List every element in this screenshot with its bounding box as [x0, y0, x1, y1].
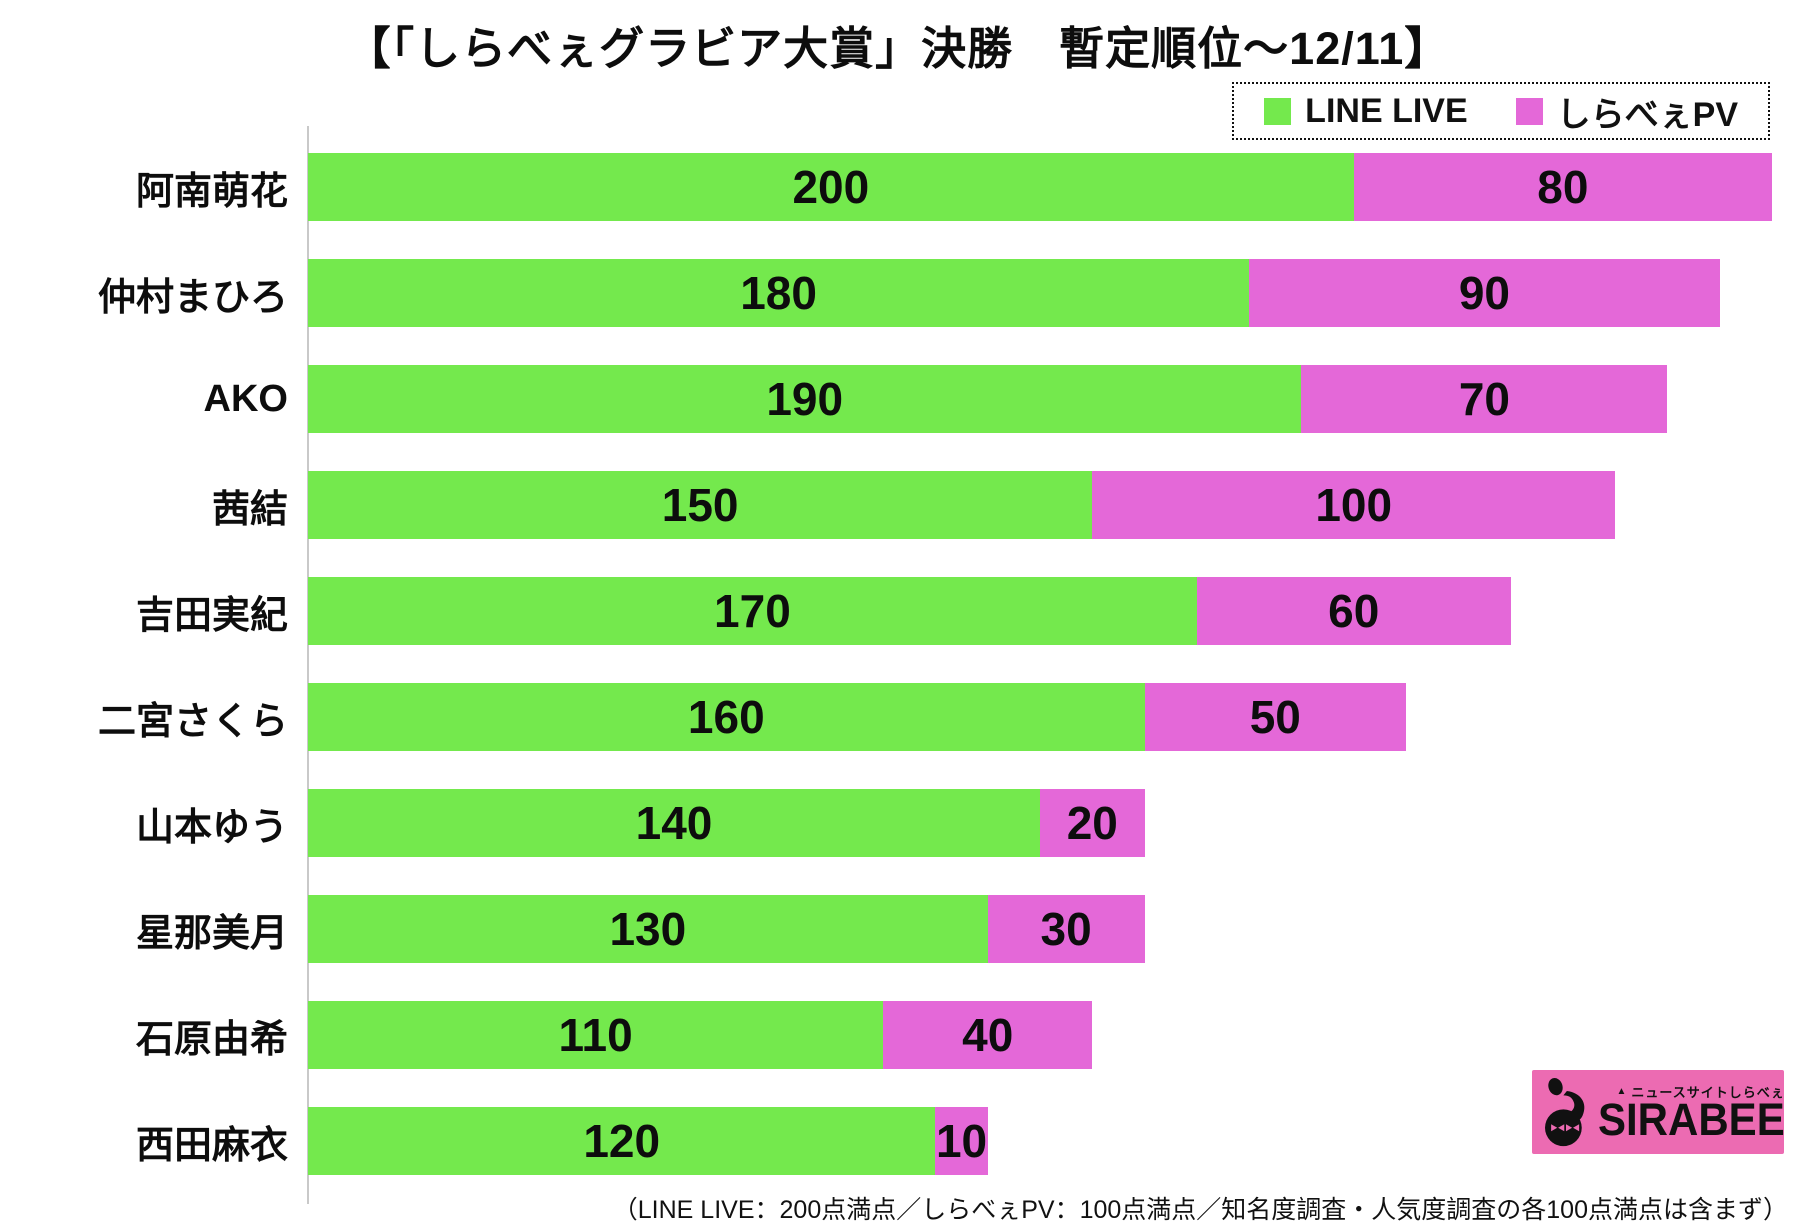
bar-value-label: 200	[792, 161, 870, 213]
bar-row: 石原由希 110 40	[0, 982, 1796, 1088]
bar-segment-shirabee-pv: 20	[1040, 789, 1145, 857]
bar-track: 170 60	[308, 577, 1772, 645]
bar-value-label: 180	[740, 267, 817, 319]
bar-value-label: 130	[609, 903, 687, 955]
bar-value-label: 140	[635, 797, 713, 849]
bar-segment-line-live: 190	[308, 365, 1302, 433]
bar-segment-line-live: 130	[308, 895, 988, 963]
bar-segment-shirabee-pv: 100	[1092, 471, 1616, 539]
category-label: 西田麻衣	[135, 1124, 288, 1167]
bar-value-label: 190	[766, 373, 844, 425]
sirabee-logo: ▲ ニュースサイトしらべぇ SIRABEE	[1532, 1070, 1785, 1154]
bar-value-label: 100	[1315, 479, 1393, 531]
bar-value-label: 10	[935, 1115, 988, 1167]
category-label: 仲村まひろ	[97, 276, 288, 319]
bar-value-label: 150	[661, 479, 739, 531]
bar-segment-shirabee-pv: 30	[987, 895, 1145, 963]
bar-value-label: 80	[1537, 161, 1589, 213]
bar-row: 吉田実紀 170 60	[0, 558, 1796, 664]
bar-value-label: 30	[1040, 903, 1092, 955]
bar-row: 西田麻衣 120 10	[0, 1088, 1796, 1194]
bar-track: 160 50	[308, 683, 1772, 751]
bar-segment-line-live: 140	[308, 789, 1040, 857]
bar-segment-shirabee-pv: 10	[935, 1107, 988, 1175]
bar-value-label: 110	[558, 1009, 633, 1061]
bar-row: 茜結 150 100	[0, 452, 1796, 558]
sirabee-mascot-icon	[1545, 1078, 1585, 1147]
bar-row: 阿南萌花 200 80	[0, 134, 1796, 240]
category-label: 星那美月	[135, 912, 288, 955]
logo-tagline-text: ニュースサイトしらべぇ	[1631, 1084, 1785, 1100]
bar-value-label: 20	[1066, 797, 1118, 849]
bar-value-label: 60	[1328, 585, 1380, 637]
plot-area: 阿南萌花 200 80 仲村まひろ 180 90 AKO 190	[0, 134, 1796, 1194]
bar-row: AKO 190 70	[0, 346, 1796, 452]
bar-segment-line-live: 120	[308, 1107, 936, 1175]
legend-swatch-line-live	[1264, 97, 1292, 125]
legend-label-line-live: LINE LIVE	[1305, 91, 1468, 130]
bar-segment-line-live: 150	[308, 471, 1093, 539]
bar-segment-line-live: 160	[308, 683, 1145, 751]
category-label: 石原由希	[135, 1018, 288, 1061]
bar-track: 140 20	[308, 789, 1772, 857]
bar-row: 山本ゆう 140 20	[0, 770, 1796, 876]
bar-value-label: 40	[962, 1009, 1014, 1061]
logo-tagline: ▲ ニュースサイトしらべぇ	[1616, 1086, 1784, 1099]
bar-segment-shirabee-pv: 60	[1196, 577, 1511, 645]
category-label: 山本ゆう	[135, 806, 288, 849]
bar-value-label: 160	[687, 691, 765, 743]
bar-track: 110 40	[308, 1001, 1772, 1069]
bar-value-label: 70	[1458, 373, 1510, 425]
bar-segment-shirabee-pv: 80	[1353, 153, 1772, 221]
bar-row: 星那美月 130 30	[0, 876, 1796, 982]
bar-value-label: 120	[583, 1115, 661, 1167]
bar-segment-line-live: 200	[308, 153, 1354, 221]
logo-text: ▲ ニュースサイトしらべぇ SIRABEE	[1598, 1086, 1785, 1145]
bar-row: 仲村まひろ 180 90	[0, 240, 1796, 346]
bar-segment-shirabee-pv: 90	[1249, 259, 1720, 327]
bar-segment-shirabee-pv: 70	[1301, 365, 1668, 433]
bar-rows: 阿南萌花 200 80 仲村まひろ 180 90 AKO 190	[0, 134, 1796, 1194]
bar-value-label: 170	[714, 585, 791, 637]
logo-main-text: SIRABEE	[1598, 1093, 1785, 1145]
legend-swatch-shirabee-pv	[1515, 97, 1543, 125]
legend: LINE LIVE しらべぇPV	[1232, 82, 1770, 140]
category-label: 吉田実紀	[135, 594, 288, 637]
bar-track: 190 70	[308, 365, 1772, 433]
y-axis-line	[307, 126, 309, 1204]
chart-title: 【「しらべぇグラビア大賞」決勝 暫定順位～12/11】	[345, 23, 1451, 74]
bar-segment-line-live: 180	[308, 259, 1250, 327]
bar-value-label: 90	[1458, 267, 1510, 319]
bar-track: 150 100	[308, 471, 1772, 539]
legend-label-shirabee-pv: しらべぇPV	[1556, 95, 1738, 134]
bar-value-label: 50	[1249, 691, 1301, 743]
bar-track: 120 10	[308, 1107, 1772, 1175]
footer-note: （LINE LIVE：200点満点／しらべぇPV：100点満点／知名度調査・人気…	[612, 1196, 1788, 1224]
bar-segment-shirabee-pv: 40	[883, 1001, 1093, 1069]
bar-segment-line-live: 110	[308, 1001, 884, 1069]
legend-item-shirabee-pv: しらべぇPV	[1515, 87, 1738, 136]
category-label: 阿南萌花	[135, 170, 288, 213]
logo-triangle-icon: ▲	[1616, 1086, 1628, 1097]
category-label: 二宮さくら	[97, 700, 288, 743]
bar-segment-line-live: 170	[308, 577, 1197, 645]
bar-track: 200 80	[308, 153, 1772, 221]
category-label: 茜結	[211, 488, 288, 531]
legend-item-line-live: LINE LIVE	[1264, 91, 1468, 131]
bar-row: 二宮さくら 160 50	[0, 664, 1796, 770]
category-label: AKO	[203, 377, 288, 420]
bar-segment-shirabee-pv: 50	[1144, 683, 1406, 751]
bar-track: 130 30	[308, 895, 1772, 963]
bar-track: 180 90	[308, 259, 1772, 327]
